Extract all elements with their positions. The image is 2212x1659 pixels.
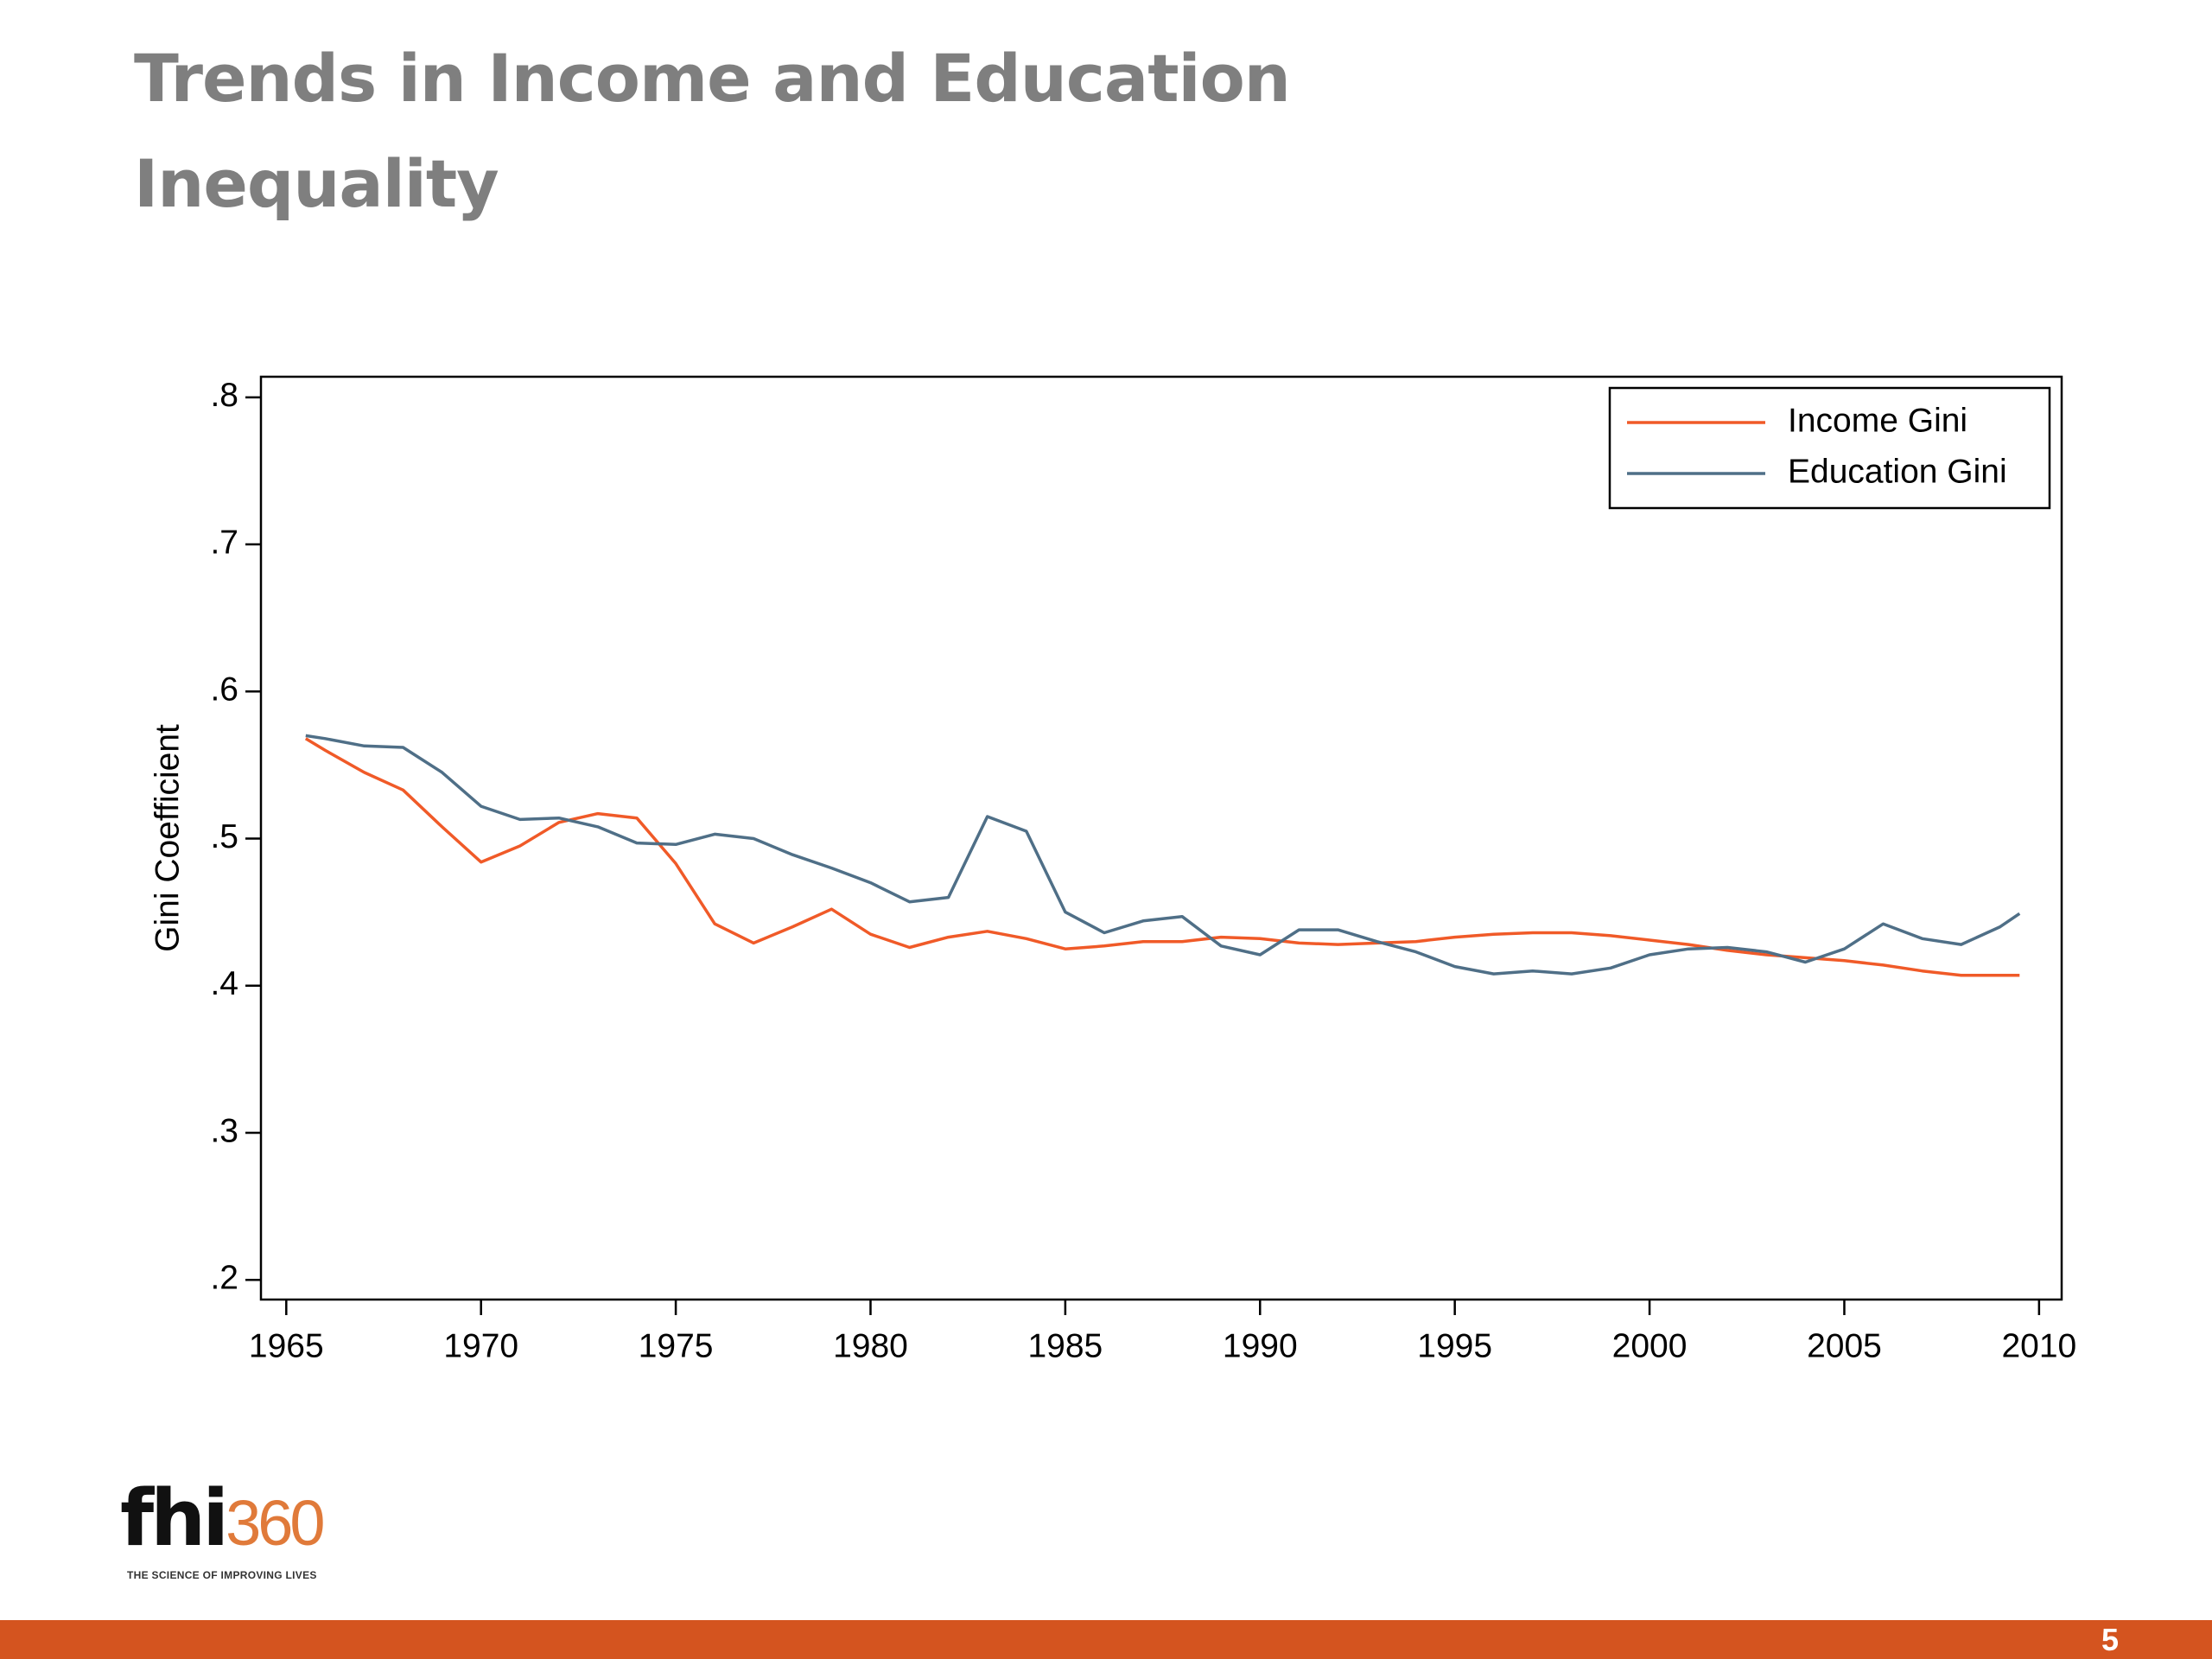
x-tick-label: 2010 xyxy=(2001,1327,2076,1364)
x-tick-label: 2005 xyxy=(1807,1327,1882,1364)
y-tick-label: .8 xyxy=(210,377,238,414)
x-tick-label: 1970 xyxy=(443,1327,518,1364)
x-tick-label: 2000 xyxy=(1612,1327,1688,1364)
logo-number: 360 xyxy=(226,1487,325,1559)
y-axis-label: Gini Coefficient xyxy=(149,724,186,952)
x-tick-label: 1965 xyxy=(249,1327,324,1364)
legend-label: Income Gini xyxy=(1788,402,1967,439)
x-tick-label: 1995 xyxy=(1417,1327,1492,1364)
y-tick-label: .5 xyxy=(210,818,238,855)
y-tick-label: .7 xyxy=(210,524,238,561)
y-tick-label: .4 xyxy=(210,965,238,1002)
footer-bar xyxy=(0,1620,2212,1659)
legend-label: Education Gini xyxy=(1788,453,2007,490)
line-series xyxy=(305,734,2021,976)
y-tick-label: .6 xyxy=(210,671,238,709)
x-tick-label: 1990 xyxy=(1223,1327,1298,1364)
x-tick-label: 1980 xyxy=(833,1327,908,1364)
slide-title: Trends in Income and Education Inequalit… xyxy=(134,40,1291,222)
chart: Gini Coefficient .2 .3 .4 .5 .6 .7 .8 1965 1970 1… xyxy=(149,375,2076,1364)
page-number: 5 xyxy=(2101,1622,2119,1657)
legend-box xyxy=(1608,386,2051,510)
y-tick-label: .3 xyxy=(210,1112,238,1149)
logo: fhi360 xyxy=(120,1473,326,1564)
y-tick-label: .2 xyxy=(210,1259,238,1296)
x-tick-label: 1985 xyxy=(1027,1327,1103,1364)
x-tick-label: 1975 xyxy=(639,1327,714,1364)
logo-tagline: THE SCIENCE OF IMPROVING LIVES xyxy=(127,1569,317,1581)
line-series xyxy=(304,737,2020,977)
logo-name: fhi xyxy=(120,1473,229,1564)
